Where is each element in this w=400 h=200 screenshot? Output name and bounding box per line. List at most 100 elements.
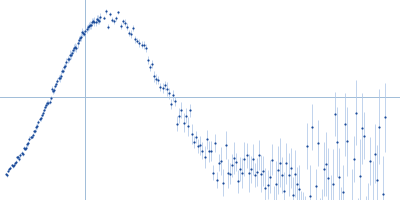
Point (73, 47, 80, 50)
Point (164, 87, 170, 91)
Point (49, 88, 55, 91)
Point (70, 49, 76, 52)
Point (248, 168, 254, 171)
Point (53, 82, 60, 86)
Point (264, 183, 271, 186)
Point (82, 29, 89, 33)
Point (124, 25, 130, 28)
Point (159, 87, 166, 90)
Point (94, 18, 100, 21)
Point (222, 143, 229, 146)
Point (94, 18, 101, 21)
Point (68, 53, 74, 57)
Point (17, 154, 24, 157)
Point (8, 163, 15, 167)
Point (233, 161, 239, 164)
Point (352, 111, 359, 114)
Point (63, 61, 70, 64)
Point (56, 76, 63, 80)
Point (54, 79, 61, 82)
Point (376, 125, 382, 128)
Point (109, 18, 115, 21)
Point (231, 156, 237, 160)
Point (340, 191, 346, 194)
Point (61, 65, 67, 69)
Point (382, 116, 388, 119)
Point (350, 157, 357, 161)
Point (220, 181, 227, 184)
Point (235, 180, 241, 183)
Point (43, 104, 50, 107)
Point (342, 123, 348, 126)
Point (59, 69, 65, 72)
Point (187, 109, 193, 112)
Point (66, 58, 72, 61)
Point (168, 102, 174, 105)
Point (120, 20, 126, 23)
Point (296, 187, 302, 190)
Point (128, 32, 134, 36)
Point (138, 43, 145, 46)
Point (91, 20, 98, 23)
Point (254, 170, 260, 173)
Point (71, 46, 78, 49)
Point (18, 151, 25, 154)
Point (117, 25, 124, 28)
Point (193, 135, 199, 139)
Point (88, 24, 94, 27)
Point (306, 194, 313, 197)
Point (92, 20, 99, 23)
Point (89, 20, 95, 23)
Point (214, 178, 220, 181)
Point (81, 32, 88, 35)
Point (197, 144, 204, 147)
Point (132, 38, 138, 41)
Point (34, 124, 40, 128)
Point (10, 165, 16, 168)
Point (195, 144, 202, 148)
Point (58, 74, 64, 77)
Point (294, 183, 300, 186)
Point (74, 42, 81, 45)
Point (55, 77, 62, 80)
Point (51, 88, 57, 91)
Point (237, 167, 244, 171)
Point (15, 155, 22, 159)
Point (268, 158, 275, 161)
Point (243, 154, 250, 157)
Point (13, 161, 19, 164)
Point (4, 174, 10, 177)
Point (31, 130, 37, 133)
Point (262, 187, 269, 190)
Point (72, 46, 78, 49)
Point (96, 19, 102, 22)
Point (80, 31, 86, 35)
Point (153, 77, 160, 80)
Point (260, 170, 266, 173)
Point (174, 122, 180, 126)
Point (36, 117, 43, 121)
Point (66, 53, 73, 56)
Point (288, 167, 294, 170)
Point (44, 101, 50, 105)
Point (290, 194, 296, 197)
Point (78, 35, 84, 39)
Point (281, 190, 288, 193)
Point (69, 51, 75, 55)
Point (162, 84, 168, 87)
Point (33, 125, 39, 129)
Point (180, 121, 187, 124)
Point (10, 164, 17, 167)
Point (42, 106, 48, 109)
Point (113, 17, 120, 20)
Point (266, 175, 273, 178)
Point (224, 172, 231, 175)
Point (367, 159, 374, 162)
Point (27, 136, 34, 139)
Point (38, 117, 44, 120)
Point (142, 47, 149, 50)
Point (79, 30, 85, 33)
Point (24, 143, 30, 146)
Point (6, 167, 12, 170)
Point (361, 134, 367, 137)
